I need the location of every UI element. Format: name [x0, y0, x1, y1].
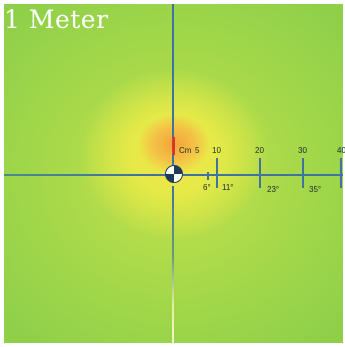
- angle-label-35: 35°: [309, 185, 322, 194]
- distance-label-30: 30: [298, 146, 307, 155]
- tick-11deg: [216, 158, 218, 188]
- vertical-axis-mid: [172, 155, 174, 169]
- tick-23deg: [259, 158, 261, 188]
- tick-40: [340, 158, 342, 188]
- crosshair-target-icon: [165, 165, 183, 183]
- tick-35deg: [302, 158, 304, 188]
- distance-title: 1 Meter: [4, 5, 109, 34]
- distance-label-10: 10: [212, 146, 221, 155]
- distance-label-5: 5: [195, 146, 200, 155]
- vertical-axis-bottom: [172, 186, 174, 343]
- angle-label-6: 6°: [203, 183, 211, 192]
- angle-label-11: 11°: [222, 183, 234, 192]
- vertical-axis-top: [172, 4, 174, 138]
- scale-unit-label: Cm: [179, 146, 192, 155]
- tick-6deg: [207, 172, 209, 180]
- distance-label-40: 40: [337, 146, 345, 155]
- center-red-marker: [172, 137, 175, 155]
- distance-label-20: 20: [255, 146, 264, 155]
- angle-label-23: 23°: [267, 185, 280, 194]
